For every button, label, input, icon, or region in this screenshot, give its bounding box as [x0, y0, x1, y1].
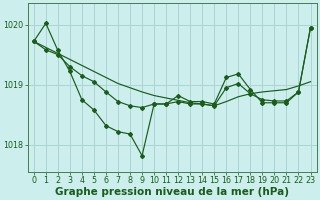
X-axis label: Graphe pression niveau de la mer (hPa): Graphe pression niveau de la mer (hPa): [55, 187, 289, 197]
